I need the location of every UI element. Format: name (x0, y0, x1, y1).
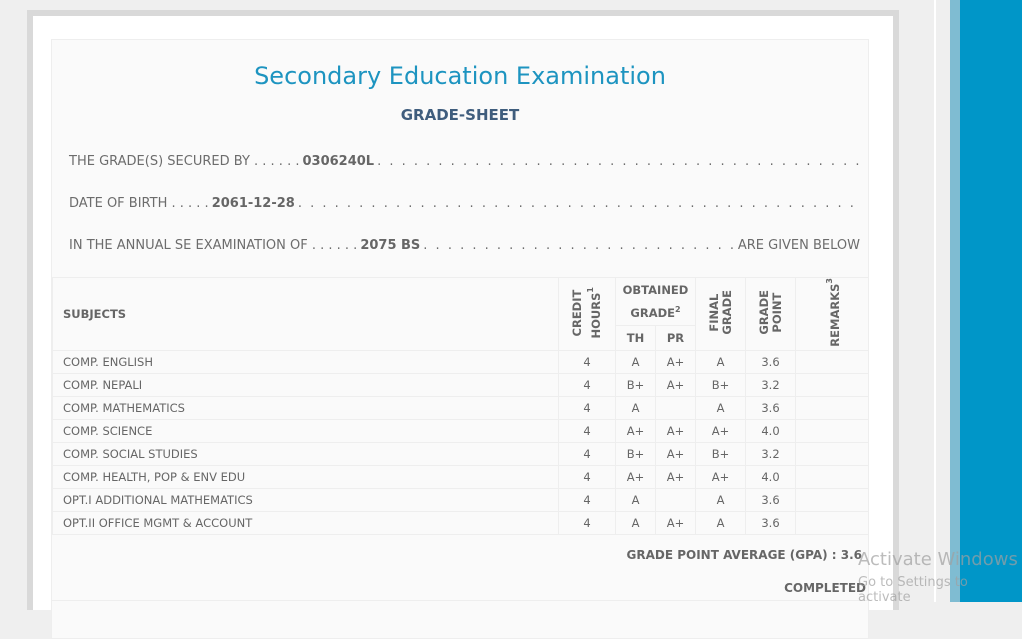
secured-by-line: THE GRADE(S) SECURED BY . . . . . . 0306… (69, 154, 860, 169)
table-row: COMP. HEALTH, POP & ENV EDU 4 A+ A+ A+ 4.0 (52, 464, 869, 489)
subject-cell: COMP. NEPALI (52, 372, 559, 397)
exam-label: IN THE ANNUAL SE EXAMINATION OF . . . . … (69, 238, 358, 253)
final-grade-cell: A (695, 349, 746, 374)
table-row: OPT.II OFFICE MGMT & ACCOUNT 4 A A+ A 3.6 (52, 510, 869, 535)
divider-line (934, 0, 936, 602)
pr-grade-cell: A+ (655, 441, 696, 466)
subject-cell: COMP. ENGLISH (52, 349, 559, 374)
final-grade-cell: B+ (695, 441, 746, 466)
th-grade-cell: B+ (615, 372, 656, 397)
pr-grade-cell: A+ (655, 349, 696, 374)
subject-cell: COMP. HEALTH, POP & ENV EDU (52, 464, 559, 489)
header-subjects: SUBJECTS (52, 277, 559, 351)
pr-grade-cell: A+ (655, 418, 696, 443)
final-grade-cell: A (695, 510, 746, 535)
dot-leader (423, 238, 738, 253)
remarks-cell (795, 395, 869, 420)
sidebar-panel (960, 0, 1022, 602)
final-grade-cell: A+ (695, 464, 746, 489)
sidebar-edge (950, 0, 960, 602)
final-grade-cell: A+ (695, 418, 746, 443)
exam-title: Secondary Education Examination (254, 62, 666, 90)
credit-cell: 4 (558, 510, 616, 535)
subject-cell: COMP. SOCIAL STUDIES (52, 441, 559, 466)
gpa-summary: GRADE POINT AVERAGE (GPA) : 3.6 (626, 548, 863, 562)
remarks-cell (795, 418, 869, 443)
subject-cell: COMP. SCIENCE (52, 418, 559, 443)
credit-cell: 4 (558, 418, 616, 443)
grade-point-cell: 3.2 (745, 441, 796, 466)
dob-line: DATE OF BIRTH . . . . . 2061-12-28 (69, 196, 860, 211)
header-remarks: REMARKS3 (795, 277, 869, 351)
final-grade-cell: A (695, 395, 746, 420)
final-grade-cell: A (695, 487, 746, 512)
dot-leader (377, 154, 860, 169)
grade-point-cell: 3.6 (745, 487, 796, 512)
credit-cell: 4 (558, 372, 616, 397)
header-final-grade: FINAL GRADE (695, 277, 746, 351)
table-row: COMP. SOCIAL STUDIES 4 B+ A+ B+ 3.2 (52, 441, 869, 466)
pr-grade-cell: A+ (655, 464, 696, 489)
exam-year: 2075 BS (360, 238, 421, 253)
grade-sheet-heading: GRADE-SHEET (400, 106, 520, 124)
credit-cell: 4 (558, 487, 616, 512)
exam-line: IN THE ANNUAL SE EXAMINATION OF . . . . … (69, 238, 860, 253)
grades-table: SUBJECTS CREDIT HOURS1 OBTAINED GRADE2 FIN… (52, 276, 869, 535)
th-grade-cell: B+ (615, 441, 656, 466)
subject-cell: OPT.II OFFICE MGMT & ACCOUNT (52, 510, 559, 535)
table-row: COMP. ENGLISH 4 A A+ A 3.6 (52, 349, 869, 374)
credit-cell: 4 (558, 349, 616, 374)
remarks-cell (795, 441, 869, 466)
credit-cell: 4 (558, 464, 616, 489)
table-row: OPT.I ADDITIONAL MATHEMATICS 4 A A 3.6 (52, 487, 869, 512)
pr-grade-cell: A+ (655, 372, 696, 397)
given-below: ARE GIVEN BELOW (737, 238, 860, 253)
dob-label: DATE OF BIRTH . . . . . (69, 196, 209, 211)
remarks-cell (795, 349, 869, 374)
grade-point-cell: 3.2 (745, 372, 796, 397)
header-obtained-grade: OBTAINED GRADE2 (615, 276, 696, 327)
remarks-cell (795, 372, 869, 397)
table-row: COMP. MATHEMATICS 4 A A 3.6 (52, 395, 869, 420)
final-grade-cell: B+ (695, 372, 746, 397)
grade-sheet: Secondary Education Examination GRADE-SH… (51, 39, 869, 639)
credit-cell: 4 (558, 395, 616, 420)
table-row: COMP. SCIENCE 4 A+ A+ A+ 4.0 (52, 418, 869, 443)
credit-cell: 4 (558, 441, 616, 466)
dot-leader (298, 196, 860, 211)
page-body: Secondary Education Examination GRADE-SH… (33, 16, 893, 639)
secured-label: THE GRADE(S) SECURED BY . . . . . . (69, 154, 300, 169)
th-grade-cell: A (615, 349, 656, 374)
th-grade-cell: A (615, 395, 656, 420)
divider (52, 600, 868, 601)
pr-grade-cell (655, 487, 696, 512)
page-frame: Secondary Education Examination GRADE-SH… (27, 10, 899, 639)
grade-point-cell: 4.0 (745, 418, 796, 443)
activation-watermark-text: Go to Settings to activate (858, 575, 968, 605)
dob-value: 2061-12-28 (211, 196, 295, 211)
grade-point-cell: 3.6 (745, 510, 796, 535)
th-grade-cell: A (615, 510, 656, 535)
remarks-cell (795, 464, 869, 489)
grade-point-cell: 3.6 (745, 395, 796, 420)
table-row: COMP. NEPALI 4 B+ A+ B+ 3.2 (52, 372, 869, 397)
grade-point-cell: 4.0 (745, 464, 796, 489)
pr-grade-cell: A+ (655, 510, 696, 535)
th-grade-cell: A+ (615, 464, 656, 489)
header-th: TH (615, 325, 656, 351)
symbol-number: 0306240L (302, 154, 375, 169)
result-status: COMPLETED (784, 581, 866, 595)
th-grade-cell: A (615, 487, 656, 512)
subject-cell: OPT.I ADDITIONAL MATHEMATICS (52, 487, 559, 512)
activation-watermark-title: Activate Windows (858, 549, 1018, 570)
subject-cell: COMP. MATHEMATICS (52, 395, 559, 420)
header-pr: PR (655, 325, 696, 351)
header-grade-point: GRADE POINT (745, 277, 796, 351)
pr-grade-cell (655, 395, 696, 420)
grade-point-cell: 3.6 (745, 349, 796, 374)
remarks-cell (795, 510, 869, 535)
remarks-cell (795, 487, 869, 512)
th-grade-cell: A+ (615, 418, 656, 443)
header-credit-hours: CREDIT HOURS1 (558, 277, 616, 351)
